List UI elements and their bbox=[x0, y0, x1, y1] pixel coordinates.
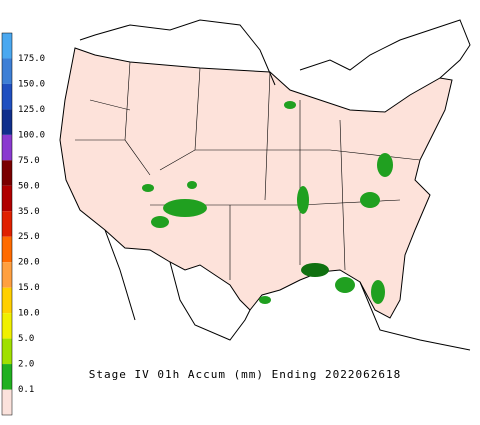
legend-swatch bbox=[2, 313, 12, 339]
legend-swatch bbox=[2, 389, 12, 415]
legend-label: 75.0 bbox=[18, 156, 40, 166]
legend-label: 2.0 bbox=[18, 360, 34, 370]
legend-label: 175.0 bbox=[18, 54, 45, 64]
legend-swatch bbox=[2, 134, 12, 161]
legend-label: 100.0 bbox=[18, 130, 45, 140]
canada-border bbox=[79, 19, 471, 86]
precipitation bbox=[142, 101, 393, 304]
legend-swatch bbox=[2, 109, 12, 135]
legend-swatch bbox=[2, 236, 12, 263]
legend-label: 50.0 bbox=[18, 181, 40, 191]
legend-label: 5.0 bbox=[18, 334, 34, 344]
conus bbox=[59, 47, 453, 319]
legend-swatch bbox=[2, 58, 12, 84]
basemap bbox=[59, 19, 471, 351]
legend-label: 20.0 bbox=[18, 258, 40, 268]
caption: Stage IV 01h Accum (mm) Ending 202206261… bbox=[89, 368, 402, 381]
legend-swatch bbox=[2, 83, 12, 110]
legend-swatch bbox=[2, 211, 12, 237]
legend-label: 10.0 bbox=[18, 309, 40, 319]
legend-swatch bbox=[2, 185, 12, 212]
legend-swatch bbox=[2, 262, 12, 288]
legend: 175.0 150.0 125.0 100.0 75.0 50.0 35.0 25.0 20.0… bbox=[1, 32, 45, 416]
legend-swatch bbox=[2, 338, 12, 365]
legend-label: 35.0 bbox=[18, 207, 40, 217]
legend-label: 0.1 bbox=[18, 385, 34, 395]
mexico bbox=[104, 229, 471, 351]
legend-swatch bbox=[2, 364, 12, 390]
legend-label: 125.0 bbox=[18, 105, 45, 115]
legend-swatch bbox=[2, 287, 12, 314]
legend-label: 25.0 bbox=[18, 232, 40, 242]
legend-label: 15.0 bbox=[18, 283, 40, 293]
legend-label: 150.0 bbox=[18, 79, 45, 89]
legend-swatch bbox=[2, 33, 12, 59]
legend-swatch bbox=[2, 160, 12, 186]
legend-frame bbox=[1, 32, 13, 416]
